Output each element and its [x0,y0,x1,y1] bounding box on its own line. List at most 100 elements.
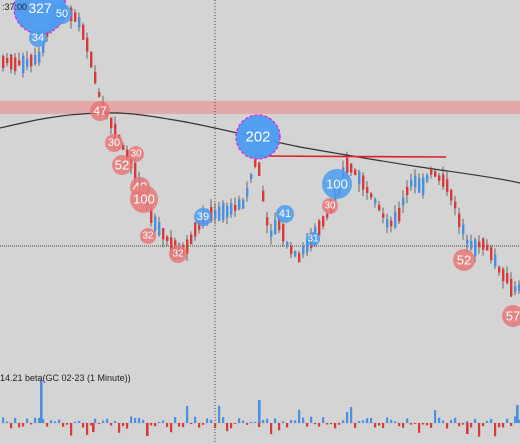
volume-bar [390,419,393,423]
timestamp-label: :37:00 [2,2,27,12]
volume-bar [338,423,341,425]
volume-bar [178,423,181,427]
trade-bubble-red[interactable]: 52 [453,249,475,271]
volume-bar [246,423,249,425]
volume-bar [226,423,229,432]
candle [358,169,361,193]
candle [454,195,457,216]
trade-bubble-red[interactable]: 32 [140,228,156,244]
volume-bar [362,420,365,423]
candle [470,234,473,251]
volume-bar [174,417,177,423]
trade-bubble-blue[interactable]: 39 [194,208,212,226]
volume-spike [516,405,519,423]
trade-bubble-label: 41 [279,208,291,220]
volume-bar [318,423,321,427]
volume-bar [382,423,385,429]
volume-bar [22,423,25,427]
volume-bar [470,423,473,428]
candle [442,166,445,190]
candle [406,180,409,204]
volume-bar [302,417,305,423]
volume-bar [126,423,129,429]
candle [98,88,101,98]
volume-bar [258,423,261,428]
volume-spike [40,380,43,423]
volume-bar [298,409,301,423]
trade-bubble-label: 100 [326,177,348,192]
volume-bar [498,423,501,428]
candle [6,53,9,67]
candle [474,237,477,263]
volume-bar [138,417,141,423]
candle [222,200,225,223]
candle [370,192,373,200]
volume-bar [262,419,265,423]
candle [426,173,429,184]
trade-bubble-blue[interactable]: 100 [322,169,352,199]
volume-bar [242,420,245,423]
candle [82,22,85,41]
volume-bar [486,420,489,423]
trade-bubble-red[interactable]: 30 [322,198,338,214]
volume-bar [290,419,293,423]
trade-bubble-red[interactable]: 47 [90,101,110,121]
volume-bar [62,423,65,427]
candle [366,181,369,200]
trend-line[interactable] [257,155,447,158]
volume-bar [418,423,421,433]
volume-bar [350,406,353,423]
volume-bar [114,421,117,423]
candle [294,250,297,258]
trade-bubble-red[interactable]: 57 [502,305,520,327]
trade-bubble-blue[interactable]: 50 [52,4,72,24]
volume-bar [70,423,73,436]
volume-bar [294,420,297,423]
trade-bubble-red[interactable]: 100 [130,185,158,213]
volume-bar [466,421,469,423]
volume-bar [118,423,121,433]
trade-bubble-blue[interactable]: 327 [13,0,67,35]
volume-bar [314,423,317,425]
volume-bar [378,423,381,426]
volume-bar [202,423,205,425]
volume-bar [458,423,461,427]
candle [30,53,33,73]
trade-bubble-blue[interactable]: 34 [29,29,47,47]
volume-bar [430,423,433,428]
candle [498,265,501,276]
trade-bubble-blue[interactable]: 41 [276,205,294,223]
candle [158,216,161,237]
volume-bar [346,411,349,423]
trade-bubble-red[interactable]: 30 [105,134,123,152]
candle [478,235,481,254]
volume-bar [482,423,485,427]
volume-bar [374,423,377,428]
trade-bubble-red[interactable]: 52 [112,155,132,175]
candle [490,244,493,264]
volume-bar [150,423,153,426]
volume-bar [310,416,313,423]
volume-bar [210,419,213,423]
volume-bar [234,423,237,424]
trade-bubble-label: 202 [245,129,270,146]
candle [238,195,241,211]
candle [390,216,393,233]
volume-spike [92,423,95,432]
volume-bar [426,423,429,426]
trade-bubble-red[interactable]: 32 [169,245,187,263]
volume-bar [154,423,157,427]
volume-bar [238,418,241,423]
volume-bar [366,418,369,423]
trade-bubble-blue[interactable]: 31 [306,232,320,246]
trade-bubble-red[interactable]: 30 [128,146,144,162]
trade-bubble-blue[interactable]: 202 [235,114,281,160]
candle [226,202,229,225]
volume-bar [42,418,45,423]
candle [290,242,293,259]
volume-bar [50,420,53,423]
volume-bar [110,423,113,426]
candle [270,223,273,245]
volume-bar [158,421,161,423]
